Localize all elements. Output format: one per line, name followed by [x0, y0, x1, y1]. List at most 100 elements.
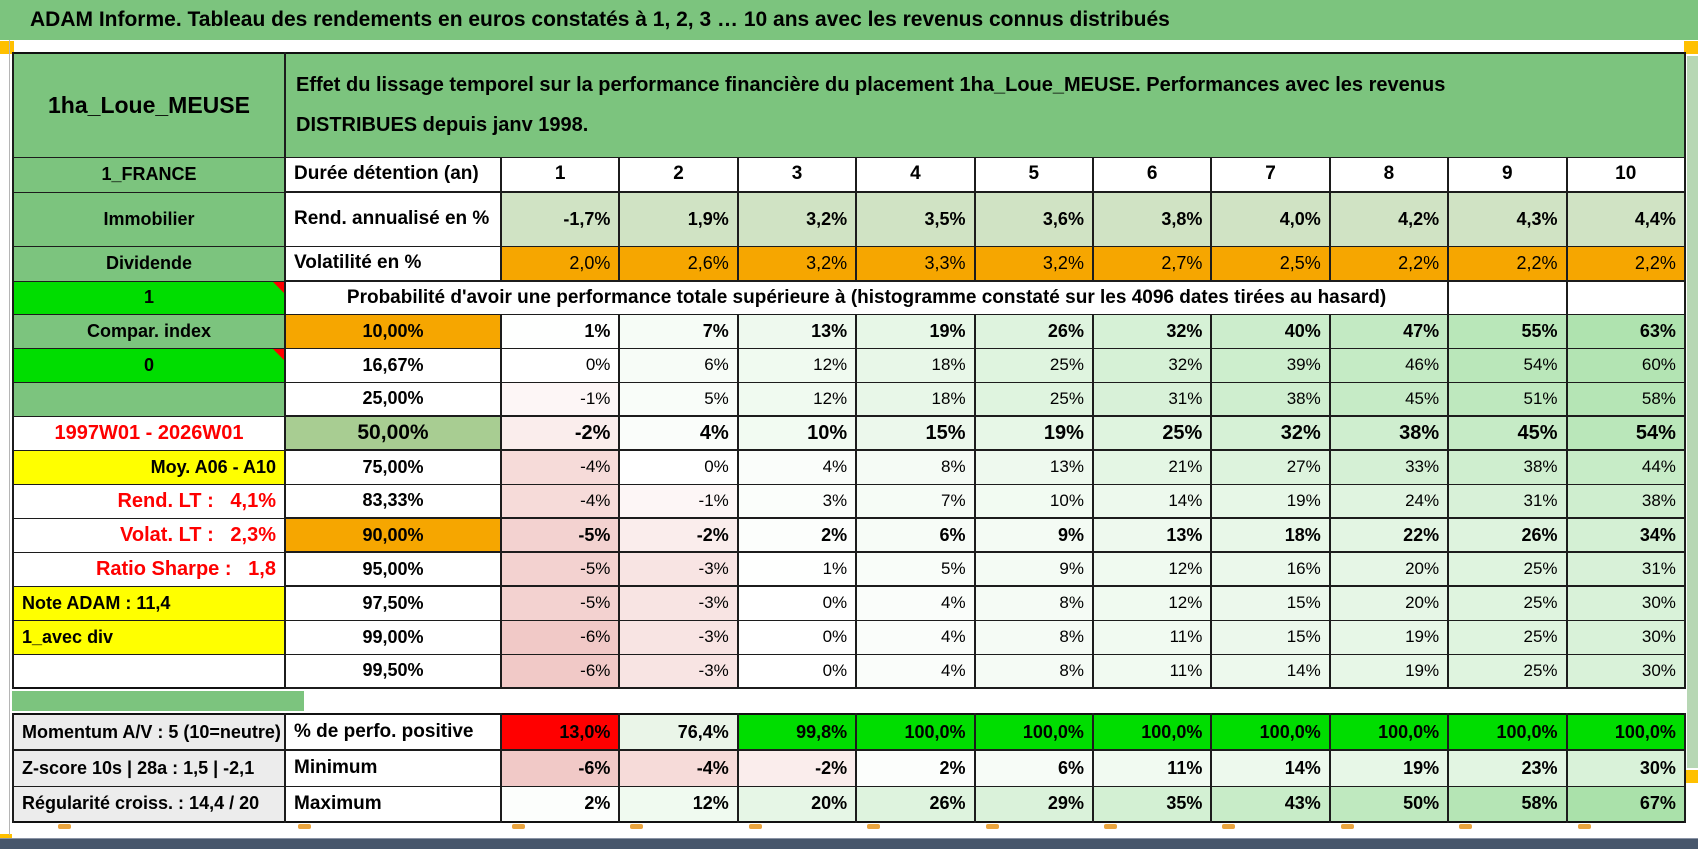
- value-cell[interactable]: -4%: [499, 483, 621, 519]
- value-cell[interactable]: 4%: [855, 619, 976, 655]
- value-cell[interactable]: -3%: [618, 585, 739, 621]
- value-cell[interactable]: 8%: [855, 449, 976, 485]
- value-cell[interactable]: 31%: [1565, 551, 1686, 587]
- value-cell[interactable]: 14%: [1091, 483, 1213, 519]
- value-cell[interactable]: 13%: [1091, 517, 1213, 553]
- left-label-cell[interactable]: Volat. LT : 2,3%: [12, 517, 286, 553]
- probability-header-cell[interactable]: Probabilité d'avoir une performance tota…: [283, 280, 1450, 315]
- value-cell[interactable]: 38%: [1565, 483, 1686, 519]
- left-label-cell[interactable]: Rend. LT : 4,1%: [12, 483, 286, 519]
- value-cell[interactable]: 2,5%: [1210, 245, 1331, 282]
- value-cell[interactable]: 21%: [1091, 449, 1213, 485]
- value-cell[interactable]: 2%: [736, 517, 858, 553]
- threshold-cell[interactable]: 10,00%: [284, 313, 502, 349]
- threshold-cell[interactable]: 90,00%: [284, 517, 502, 553]
- value-cell[interactable]: 40%: [1210, 313, 1331, 349]
- value-cell[interactable]: -5%: [499, 551, 621, 587]
- value-cell[interactable]: 20%: [1328, 551, 1450, 587]
- threshold-cell[interactable]: 25,00%: [284, 381, 502, 417]
- value-cell[interactable]: 50%: [1328, 785, 1450, 823]
- value-cell[interactable]: -2%: [499, 415, 621, 451]
- description-cell[interactable]: Effet du lissage temporel sur la perform…: [284, 52, 1686, 158]
- value-cell[interactable]: 39%: [1210, 347, 1331, 383]
- value-cell[interactable]: 25%: [973, 381, 1094, 417]
- value-cell[interactable]: 2%: [855, 749, 976, 787]
- empty-cell[interactable]: [1447, 280, 1568, 315]
- left-label-cell[interactable]: 1_FRANCE: [12, 156, 286, 193]
- value-cell[interactable]: 4,4%: [1565, 191, 1686, 247]
- value-cell[interactable]: 13%: [736, 313, 858, 349]
- value-cell[interactable]: -5%: [499, 585, 621, 621]
- left-label-cell[interactable]: Immobilier: [12, 191, 286, 247]
- value-cell[interactable]: 3,2%: [736, 191, 858, 247]
- value-cell[interactable]: 25%: [1447, 619, 1568, 655]
- threshold-cell[interactable]: 50,00%: [284, 415, 502, 451]
- left-label-cell[interactable]: Note ADAM : 11,4: [12, 585, 286, 621]
- value-cell[interactable]: -1%: [499, 381, 621, 417]
- value-cell[interactable]: 8%: [973, 619, 1094, 655]
- value-cell[interactable]: 31%: [1091, 381, 1213, 417]
- value-cell[interactable]: 45%: [1328, 381, 1450, 417]
- value-cell[interactable]: -2%: [736, 749, 858, 787]
- value-cell[interactable]: 25%: [1091, 415, 1213, 451]
- threshold-cell[interactable]: 16,67%: [284, 347, 502, 383]
- value-cell[interactable]: 34%: [1565, 517, 1686, 553]
- value-cell[interactable]: 25%: [1447, 551, 1568, 587]
- value-cell[interactable]: 20%: [1328, 585, 1450, 621]
- left-label-cell[interactable]: 1: [12, 280, 286, 315]
- value-cell[interactable]: 3,2%: [736, 245, 858, 282]
- duration-header-cell[interactable]: 9: [1447, 156, 1568, 193]
- value-cell[interactable]: 10%: [736, 415, 858, 451]
- value-cell[interactable]: 54%: [1447, 347, 1568, 383]
- value-cell[interactable]: 32%: [1091, 347, 1213, 383]
- stat-label-cell[interactable]: % de perfo. positive: [284, 713, 502, 751]
- value-cell[interactable]: 32%: [1091, 313, 1213, 349]
- value-cell[interactable]: 44%: [1565, 449, 1686, 485]
- value-cell[interactable]: 3,5%: [855, 191, 976, 247]
- value-cell[interactable]: -3%: [618, 653, 739, 689]
- value-cell[interactable]: 60%: [1565, 347, 1686, 383]
- duration-header-cell[interactable]: 8: [1328, 156, 1450, 193]
- value-cell[interactable]: 19%: [855, 313, 976, 349]
- value-cell[interactable]: 11%: [1091, 749, 1213, 787]
- duration-header-cell[interactable]: 6: [1091, 156, 1213, 193]
- value-cell[interactable]: 0%: [736, 585, 858, 621]
- value-cell[interactable]: -1%: [618, 483, 739, 519]
- value-cell[interactable]: 54%: [1565, 415, 1686, 451]
- value-cell[interactable]: 4,3%: [1447, 191, 1568, 247]
- duration-header-cell[interactable]: 10: [1565, 156, 1686, 193]
- threshold-cell[interactable]: 99,00%: [284, 619, 502, 655]
- value-cell[interactable]: 6%: [973, 749, 1094, 787]
- value-cell[interactable]: 9%: [973, 551, 1094, 587]
- left-label-cell[interactable]: 1ha_Loue_MEUSE: [12, 52, 286, 158]
- value-cell[interactable]: 11%: [1091, 619, 1213, 655]
- left-label-cell[interactable]: [12, 381, 286, 417]
- value-cell[interactable]: 38%: [1328, 415, 1450, 451]
- value-cell[interactable]: 63%: [1565, 313, 1686, 349]
- value-cell[interactable]: 4%: [855, 585, 976, 621]
- value-cell[interactable]: 5%: [855, 551, 976, 587]
- value-cell[interactable]: 58%: [1447, 785, 1568, 823]
- value-cell[interactable]: 25%: [1447, 585, 1568, 621]
- threshold-cell[interactable]: 95,00%: [284, 551, 502, 587]
- value-cell[interactable]: 100,0%: [855, 713, 976, 751]
- left-label-cell[interactable]: Moy. A06 - A10: [12, 449, 286, 485]
- empty-cell[interactable]: [1565, 280, 1686, 315]
- value-cell[interactable]: 3,2%: [973, 245, 1094, 282]
- value-cell[interactable]: 33%: [1328, 449, 1450, 485]
- value-cell[interactable]: 3,8%: [1091, 191, 1213, 247]
- value-cell[interactable]: 18%: [1210, 517, 1331, 553]
- value-cell[interactable]: 2,2%: [1328, 245, 1450, 282]
- value-cell[interactable]: 29%: [973, 785, 1094, 823]
- value-cell[interactable]: 8%: [973, 653, 1094, 689]
- metric-label-cell[interactable]: Régularité croiss. : 14,4 / 20: [12, 785, 286, 823]
- value-cell[interactable]: 46%: [1328, 347, 1450, 383]
- value-cell[interactable]: 30%: [1565, 619, 1686, 655]
- value-cell[interactable]: -6%: [499, 653, 621, 689]
- left-label-cell[interactable]: [12, 653, 286, 689]
- value-cell[interactable]: 14%: [1210, 653, 1331, 689]
- stat-label-cell[interactable]: Minimum: [284, 749, 502, 787]
- value-cell[interactable]: 19%: [1328, 749, 1450, 787]
- value-cell[interactable]: 15%: [855, 415, 976, 451]
- value-cell[interactable]: 30%: [1565, 749, 1686, 787]
